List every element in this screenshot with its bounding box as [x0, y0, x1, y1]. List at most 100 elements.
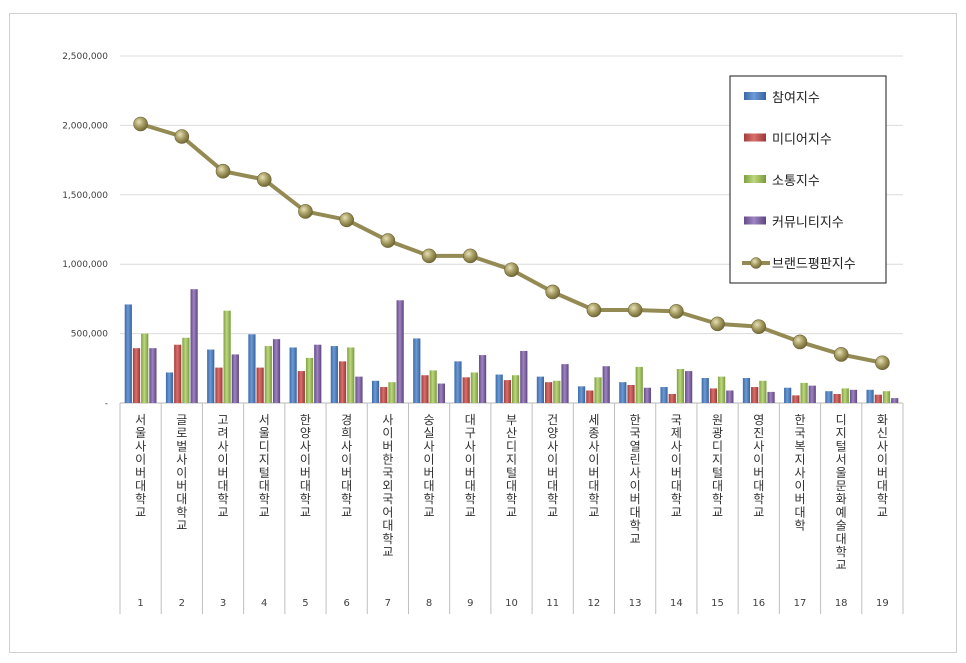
bar-미디어지수 — [874, 394, 882, 403]
bar-참여지수 — [330, 346, 338, 403]
rank-label: 18 — [835, 598, 848, 609]
bar-참여지수 — [371, 380, 380, 403]
x-axis-categories: 서 울 사 이 버 대 학 교 1 글 로 벌 사 이 버 대 학 교 2 고 려 사 이 버 대 학 교 3 서 울 디 지 털 대 학 교 4 한 양 사… — [135, 413, 889, 609]
bar-미디어지수 — [256, 367, 264, 403]
bar-소통지수 — [759, 380, 767, 403]
bar-참여지수 — [454, 361, 462, 403]
bar-소통지수 — [223, 310, 231, 403]
rank-label: 2 — [179, 598, 185, 609]
bar-커뮤니티지수 — [355, 376, 363, 403]
y-tick-label: 1,500,000 — [62, 191, 108, 201]
bar-커뮤니티지수 — [149, 348, 157, 403]
bar-커뮤니티지수 — [767, 391, 775, 403]
bar-커뮤니티지수 — [849, 389, 858, 403]
bar-미디어지수 — [132, 348, 141, 403]
bar-참여지수 — [660, 387, 668, 403]
rank-label: 6 — [343, 598, 349, 609]
bar-참여지수 — [413, 338, 421, 403]
rank-label: 13 — [629, 598, 642, 609]
bar-미디어지수 — [751, 387, 759, 403]
bar-소통지수 — [553, 380, 561, 403]
y-tick-label: - — [105, 399, 108, 409]
bar-미디어지수 — [380, 387, 388, 403]
bar-미디어지수 — [668, 393, 676, 403]
bar-참여지수 — [742, 378, 751, 403]
rank-label: 11 — [546, 598, 559, 609]
brand-index-point — [627, 302, 643, 318]
legend-swatch — [744, 133, 766, 142]
brand-index-point — [751, 319, 767, 334]
bar-참여지수 — [207, 349, 215, 403]
bar-참여지수 — [825, 391, 833, 403]
bar-커뮤니티지수 — [643, 387, 652, 403]
rank-label: 17 — [794, 598, 807, 609]
bar-커뮤니티지수 — [808, 385, 816, 403]
bar-커뮤니티지수 — [891, 398, 899, 403]
bar-참여지수 — [784, 387, 792, 403]
bar-커뮤니티지수 — [231, 354, 239, 403]
bar-미디어지수 — [586, 390, 594, 403]
bar-미디어지수 — [833, 393, 841, 403]
bar-참여지수 — [165, 372, 174, 403]
brand-index-point — [586, 302, 602, 318]
brand-index-point — [875, 355, 890, 371]
y-tick-label: 500,000 — [71, 330, 108, 340]
bar-미디어지수 — [338, 361, 347, 403]
bar-소통지수 — [470, 372, 478, 403]
bar-소통지수 — [347, 347, 355, 403]
legend-label: 미디어지수 — [772, 133, 832, 148]
brand-index-point — [462, 248, 478, 264]
bar-커뮤니티지수 — [396, 300, 404, 403]
rank-label: 5 — [302, 598, 308, 609]
y-tick-label: 1,000,000 — [62, 260, 108, 270]
bar-미디어지수 — [421, 375, 429, 403]
bar-커뮤니티지수 — [726, 390, 734, 403]
brand-index-point — [669, 304, 684, 319]
bar-미디어지수 — [627, 384, 635, 403]
brand-index-line — [133, 116, 890, 371]
bar-소통지수 — [635, 366, 643, 403]
legend-swatch — [744, 216, 766, 225]
y-axis-ticks: - 500,000 1,000,000 1,500,000 2,000,000 2,500… — [62, 52, 108, 409]
bar-미디어지수 — [462, 377, 470, 403]
bar-미디어지수 — [792, 395, 800, 403]
bar-미디어지수 — [503, 380, 511, 403]
rank-label: 7 — [385, 598, 391, 609]
bar-커뮤니티지수 — [685, 371, 693, 403]
bar-참여지수 — [701, 378, 709, 403]
legend-label: 커뮤니티지수 — [772, 216, 844, 231]
rank-label: 9 — [467, 598, 473, 609]
bar-참여지수 — [495, 374, 503, 403]
bar-커뮤니티지수 — [314, 344, 322, 403]
bar-소통지수 — [841, 388, 849, 403]
bar-미디어지수 — [174, 344, 182, 403]
bar-미디어지수 — [709, 388, 718, 403]
brand-index-point — [792, 334, 808, 350]
rank-label: 1 — [137, 598, 143, 609]
bar-커뮤니티지수 — [602, 366, 610, 403]
y-tick-label: 2,000,000 — [62, 121, 108, 131]
bar-소통지수 — [388, 382, 396, 403]
rank-label: 4 — [261, 598, 267, 609]
bar-참여지수 — [124, 304, 132, 403]
bar-커뮤니티지수 — [478, 355, 487, 403]
legend-label: 참여지수 — [772, 91, 820, 106]
y-tick-label: 2,500,000 — [62, 52, 108, 62]
rank-label: 3 — [220, 598, 226, 609]
rank-label: 16 — [752, 598, 765, 609]
rank-label: 12 — [588, 598, 601, 609]
bar-소통지수 — [182, 337, 190, 403]
